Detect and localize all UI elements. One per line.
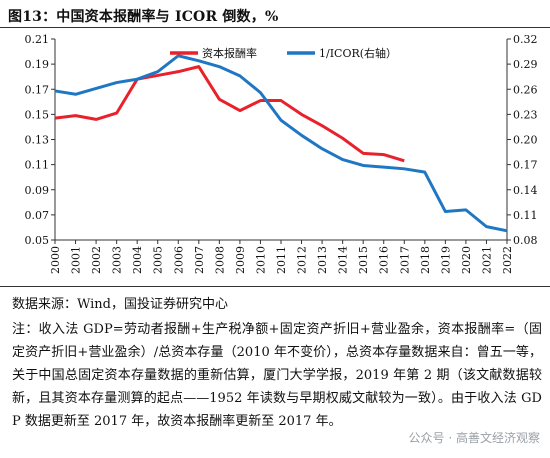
left-tick-label: 0.13	[25, 134, 50, 147]
x-tick-label: 2008	[213, 246, 226, 274]
right-tick-label: 0.23	[513, 108, 538, 121]
legend-label: 1/ICOR(右轴）	[319, 46, 397, 60]
x-tick-label: 2011	[275, 246, 288, 274]
right-tick-label: 0.14	[513, 184, 538, 197]
x-tick-label: 2022	[501, 246, 514, 274]
capital-return-series-line	[54, 65, 405, 163]
data-source-text: 数据来源：Wind，国投证券研究中心	[12, 297, 228, 312]
icor-inverse-series-line	[54, 54, 508, 233]
x-tick-label: 2006	[172, 246, 185, 274]
x-tick-label: 2001	[70, 246, 83, 274]
right-tick-label: 0.17	[513, 159, 538, 172]
x-tick-label: 2003	[111, 246, 124, 274]
x-tick-label: 2009	[234, 246, 247, 274]
left-tick-label: 0.09	[25, 184, 50, 197]
left-tick-label: 0.05	[25, 234, 50, 247]
x-tick-label: 2012	[296, 246, 309, 274]
left-tick-label: 0.21	[25, 33, 50, 46]
x-tick-label: 2019	[439, 246, 452, 274]
x-tick-label: 2002	[90, 246, 103, 274]
left-tick-label: 0.11	[25, 159, 50, 172]
x-tick-label: 2007	[193, 246, 206, 274]
x-tick-label: 2018	[419, 246, 432, 274]
title-divider	[0, 27, 550, 28]
x-tick-label: 2010	[254, 246, 267, 274]
figure-title: 图13：中国资本报酬率与 ICOR 倒数，%	[8, 9, 279, 25]
x-tick-label: 2020	[460, 246, 473, 274]
watermark-text: 公众号 · 高善文经济观察	[408, 431, 540, 445]
right-tick-label: 0.32	[513, 33, 538, 46]
left-tick-label: 0.17	[25, 83, 50, 96]
notes-text: 注：收入法 GDP=劳动者报酬+生产税净额+固定资产折旧+营业盈余，资本报酬率=…	[12, 322, 542, 429]
x-tick-label: 2013	[316, 246, 329, 274]
x-tick-label: 2014	[337, 246, 350, 274]
right-tick-label: 0.26	[513, 83, 538, 96]
line-chart: 0.05 0.07 0.09 0.11 0.13 0.15 0.17 0.19 0.21 0.08…	[25, 33, 538, 274]
right-tick-label: 0.20	[513, 134, 538, 147]
x-tick-label: 2005	[152, 246, 165, 274]
x-tick-label: 2000	[49, 246, 62, 274]
right-tick-label: 0.08	[513, 234, 538, 247]
left-tick-label: 0.19	[25, 58, 50, 71]
chart-divider	[0, 286, 550, 287]
legend-label: 资本报酬率	[202, 46, 257, 60]
x-tick-label: 2004	[131, 246, 144, 274]
right-tick-label: 0.29	[513, 58, 538, 71]
x-tick-label: 2015	[357, 246, 370, 274]
left-tick-label: 0.15	[25, 108, 50, 121]
x-tick-label: 2021	[480, 246, 493, 274]
left-tick-label: 0.07	[25, 209, 50, 222]
right-tick-label: 0.11	[513, 209, 538, 222]
x-tick-label: 2017	[398, 246, 411, 274]
x-tick-label: 2016	[378, 246, 391, 274]
